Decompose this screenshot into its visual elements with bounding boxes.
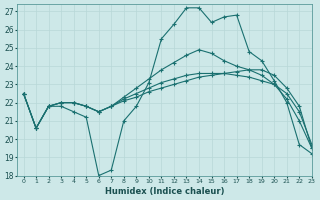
X-axis label: Humidex (Indice chaleur): Humidex (Indice chaleur) (105, 187, 224, 196)
